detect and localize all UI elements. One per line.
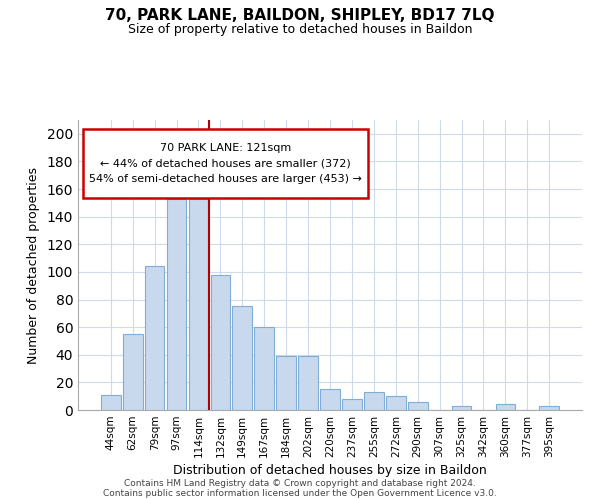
Bar [276,356,296,410]
Bar [211,274,230,410]
Text: Contains HM Land Registry data © Crown copyright and database right 2024.: Contains HM Land Registry data © Crown c… [124,478,476,488]
FancyBboxPatch shape [83,128,368,198]
Text: Contains public sector information licensed under the Open Government Licence v3: Contains public sector information licen… [103,488,497,498]
Bar [386,396,406,410]
Bar [101,395,121,410]
Bar [408,402,428,410]
Bar [452,406,472,410]
Bar [145,266,164,410]
Bar [496,404,515,410]
X-axis label: Distribution of detached houses by size in Baildon: Distribution of detached houses by size … [173,464,487,477]
Bar [123,334,143,410]
Bar [320,390,340,410]
Text: 70 PARK LANE: 121sqm
← 44% of detached houses are smaller (372)
54% of semi-deta: 70 PARK LANE: 121sqm ← 44% of detached h… [89,143,362,184]
Bar [364,392,384,410]
Y-axis label: Number of detached properties: Number of detached properties [26,166,40,364]
Bar [539,406,559,410]
Bar [232,306,252,410]
Bar [342,399,362,410]
Text: Size of property relative to detached houses in Baildon: Size of property relative to detached ho… [128,22,472,36]
Bar [298,356,318,410]
Bar [188,198,208,410]
Bar [254,327,274,410]
Text: 70, PARK LANE, BAILDON, SHIPLEY, BD17 7LQ: 70, PARK LANE, BAILDON, SHIPLEY, BD17 7L… [105,8,495,22]
Bar [167,198,187,410]
